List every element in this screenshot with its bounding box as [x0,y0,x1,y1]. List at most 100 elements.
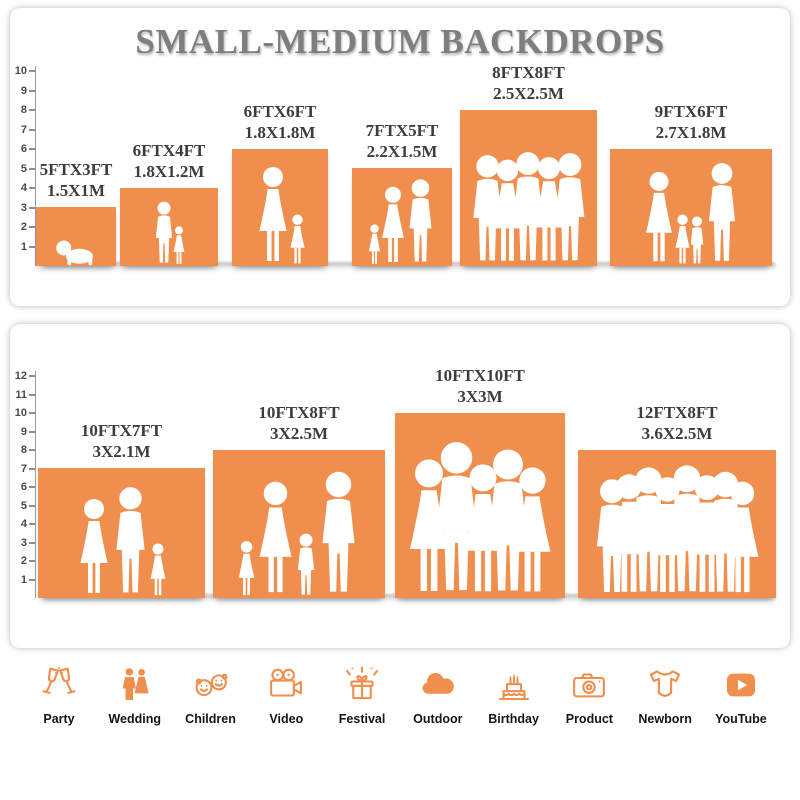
backdrop-m-size: 1.5X1M [46,180,106,200]
panel-small-medium-bottom: 12 11 10 9 8 7 6 5 4 3 2 1 10FTX7FT 3X2.… [10,324,790,648]
backdrop-m-size: 1.8X1.8M [244,122,316,142]
backdrop-bar [36,207,116,266]
ruler-tick-label: 3 [20,536,27,549]
backdrop-6ftx4ft: 6FTX4FT 1.8X1.2M [120,140,218,266]
backdrop-ft-size: 5FTX3FT [39,159,113,179]
video-icon [270,668,303,697]
backdrop-size-label: 8FTX8FT 2.5X2.5M [492,62,565,105]
page-title: SMALL-MEDIUM BACKDROPS [135,22,665,61]
ruler-tick-label: 2 [20,555,27,567]
category-birthday: Birthday [481,664,547,726]
backdrop-bar [38,468,205,598]
backdrop-bar [578,450,776,598]
backdrop-ft-size: 6FTX4FT [132,140,206,160]
category-label: Outdoor [413,712,463,726]
baseline-shadow [44,262,776,270]
backdrop-5ftx3ft: 5FTX3FT 1.5X1M [36,159,116,266]
tick-mark [29,504,36,507]
tick-mark [29,560,36,562]
category-label: Children [185,712,236,726]
panel-small-medium-top: SMALL-MEDIUM BACKDROPS 10 9 8 7 6 5 4 3 … [10,8,790,306]
product-icon [573,673,606,698]
tick-mark [29,245,36,248]
category-label: Product [565,712,613,726]
ruler-tick-label: 6 [20,481,27,493]
category-label: Video [269,712,304,726]
people-silhouettes [578,464,776,598]
backdrop-ft-size: 9FTX6FT [654,101,728,121]
wedding-icon [122,668,149,700]
ruler-tick-label: 4 [20,182,27,194]
backdrop-bar [610,149,772,266]
tick-mark [29,70,36,72]
ruler-tick-label: 11 [15,388,27,401]
tick-mark [29,89,36,92]
category-newborn: Newborn [632,664,698,726]
child-silhouette [289,214,305,264]
backdrop-ft-size: 10FTX8FT [258,402,340,422]
backdrop-10ftx10ft: 10FTX10FT 3X3M [395,365,565,598]
tick-mark [29,109,36,111]
backdrop-bar [395,413,565,598]
tick-mark [29,393,36,396]
tick-mark [29,467,36,470]
backdrop-10ftx8ft: 10FTX8FT 3X2.5M [213,402,385,598]
ruler-tick-label: 1 [20,573,27,586]
backdrop-size-label: 6FTX6FT 1.8X1.8M [244,101,317,144]
backdrop-size-label: 7FTX5FT 2.2X1.5M [366,120,439,163]
tick-mark [29,486,36,488]
backdrop-bar [232,149,328,266]
ruler-top: 10 9 8 7 6 5 4 3 2 1 [12,65,36,266]
tick-mark [29,187,36,189]
adult-silhouette [555,153,584,261]
backdrop-size-label: 10FTX8FT 3X2.5M [258,402,339,445]
backdrop-ft-size: 12FTX8FT [636,402,718,422]
category-row: Party Wedding Children Video [10,664,790,726]
baseline-shadow [44,594,776,602]
tick-mark [29,523,36,525]
adult-silhouette [321,471,355,592]
baby-silhouette [55,240,93,266]
adult-silhouette [726,481,759,593]
backdrop-ft-size: 6FTX6FT [243,101,317,121]
tick-mark [29,128,36,131]
tick-mark [29,226,36,228]
tick-mark [29,375,36,377]
ruler-tick-label: 5 [20,499,27,512]
ruler-tick-label: 6 [20,143,27,155]
backdrop-m-size: 3.6X2.5M [641,423,713,443]
backdrop-size-label: 10FTX7FT 3X2.1M [81,420,162,463]
adult-silhouette [514,467,551,592]
backdrop-ft-size: 8FTX8FT [492,62,565,82]
people-silhouettes [38,486,205,598]
ruler-tick-label: 12 [14,370,27,382]
backdrop-8ftx8ft: 8FTX8FT 2.5X2.5M [460,62,597,266]
backdrop-size-label: 12FTX8FT 3.6X2.5M [636,402,717,445]
backdrop-m-size: 3X2.5M [269,423,329,443]
ruler-tick-label: 10 [14,65,27,77]
category-outdoor: Outdoor [405,664,471,726]
backdrop-bar [460,110,597,266]
category-festival: Festival [329,664,395,726]
ruler-axis-line [34,66,36,266]
tick-mark [29,148,36,150]
backdrop-bar [120,188,218,266]
ruler-axis-line [34,371,36,598]
people-silhouettes [395,440,565,598]
people-silhouettes [610,162,772,266]
backdrop-ft-size: 10FTX10FT [435,365,525,385]
tick-mark [29,449,36,451]
backdrop-size-label: 10FTX10FT 3X3M [435,365,525,408]
category-label: Birthday [488,712,539,726]
backdrop-10ftx7ft: 10FTX7FT 3X2.1M [38,420,205,598]
festival-icon [346,666,378,700]
category-product: Product [556,664,622,726]
people-silhouettes [232,166,328,266]
backdrop-7ftx5ft: 7FTX5FT 2.2X1.5M [352,120,452,266]
backdrop-size-label: 5FTX3FT 1.5X1M [40,159,113,202]
category-video: Video [253,664,319,726]
backdrop-ft-size: 10FTX7FT [80,420,163,440]
child-silhouette [173,226,185,264]
ruler-tick-label: 8 [20,104,27,116]
ruler-tick-label: 10 [14,407,27,419]
